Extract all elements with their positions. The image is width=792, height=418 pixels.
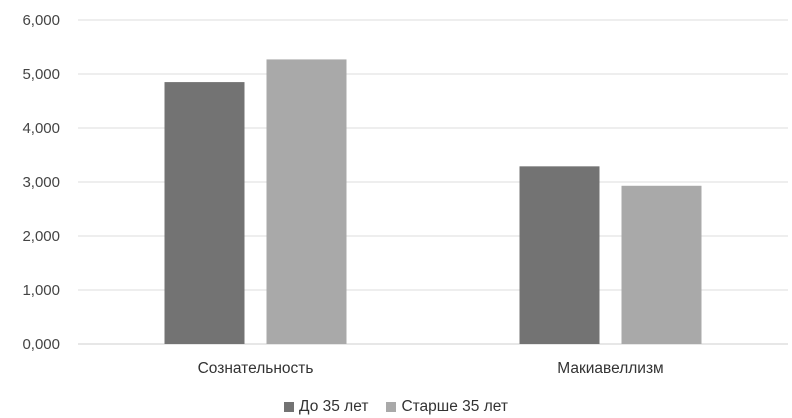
x-axis: Сознательность Макиавеллизм bbox=[198, 360, 664, 377]
y-tick-label: 3,000 bbox=[22, 174, 60, 191]
x-category-label: Сознательность bbox=[198, 360, 314, 377]
y-tick-label: 4,000 bbox=[22, 120, 60, 137]
y-tick-label: 6,000 bbox=[22, 12, 60, 29]
y-axis: 0,000 1,000 2,000 3,000 4,000 5,000 6,000 bbox=[22, 12, 60, 353]
legend-swatch-under-35 bbox=[284, 402, 295, 412]
legend-label-over-35: Старше 35 лет bbox=[401, 398, 508, 415]
y-tick-label: 0,000 bbox=[22, 336, 60, 353]
legend-item-over-35: Старше 35 лет bbox=[386, 398, 508, 416]
bar-over-35-0 bbox=[266, 59, 347, 345]
bar-under-35-0 bbox=[164, 82, 245, 344]
y-tick-label: 5,000 bbox=[22, 66, 60, 83]
bar-over-35-1 bbox=[621, 185, 702, 344]
y-tick-label: 2,000 bbox=[22, 228, 60, 245]
legend-swatch-over-35 bbox=[386, 402, 397, 412]
legend-item-under-35: До 35 лет bbox=[284, 398, 368, 416]
bars bbox=[164, 59, 702, 345]
x-category-label: Макиавеллизм bbox=[557, 360, 663, 377]
bar-under-35-1 bbox=[519, 166, 600, 344]
legend: До 35 лет Старше 35 лет bbox=[0, 398, 792, 416]
y-tick-label: 1,000 bbox=[22, 282, 60, 299]
legend-label-under-35: До 35 лет bbox=[299, 398, 369, 415]
